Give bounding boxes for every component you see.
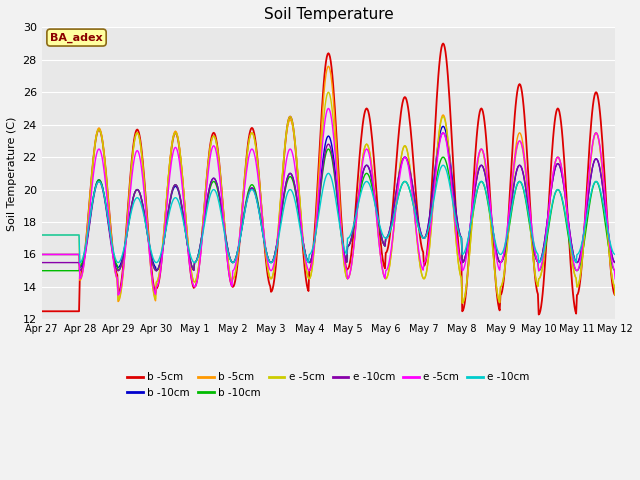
Title: Soil Temperature: Soil Temperature: [264, 7, 393, 22]
Legend: b -5cm, b -10cm, b -5cm, b -10cm, e -5cm, e -10cm, e -5cm, e -10cm: b -5cm, b -10cm, b -5cm, b -10cm, e -5cm…: [123, 368, 534, 402]
Text: BA_adex: BA_adex: [50, 33, 103, 43]
Y-axis label: Soil Temperature (C): Soil Temperature (C): [7, 116, 17, 230]
